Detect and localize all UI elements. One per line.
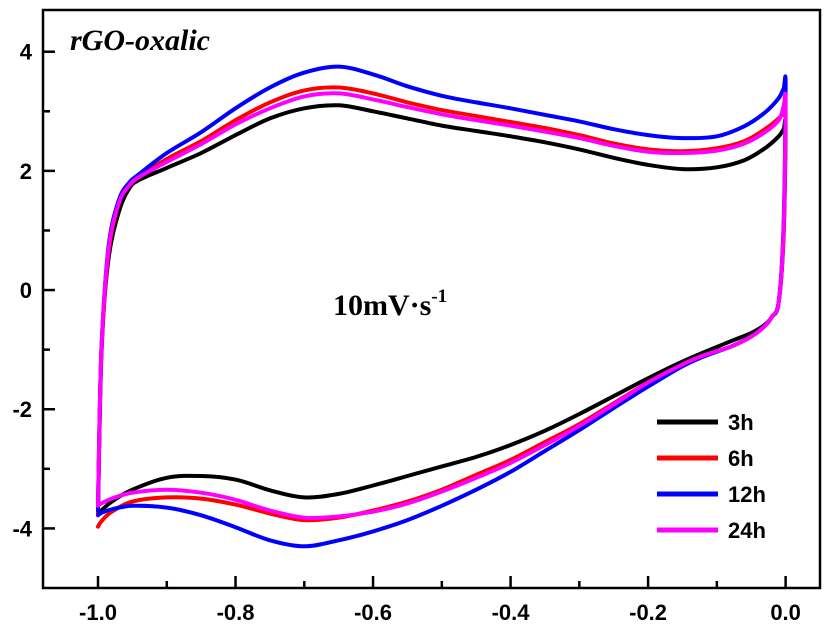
y-tick-labels: -4 -2 0 2 4 — [12, 40, 32, 542]
scan-rate-annotation: 10mV·s-1 — [333, 286, 447, 322]
legend-label-12h: 12h — [728, 482, 766, 507]
y-tick-label: 0 — [20, 278, 32, 303]
y-tick-label: -4 — [12, 516, 32, 541]
series-line-12h — [96, 64, 788, 549]
series-layer — [96, 64, 788, 549]
chart-title: rGO-oxalic — [70, 24, 210, 57]
x-tick-label: -0.8 — [217, 600, 255, 625]
x-tick-label: 0.0 — [770, 600, 801, 625]
legend-label-24h: 24h — [728, 518, 766, 543]
series-line-24h — [96, 91, 788, 521]
x-tick-label: -0.2 — [629, 600, 667, 625]
y-tick-label: 2 — [20, 159, 32, 184]
legend-label-3h: 3h — [728, 410, 754, 435]
series-line-3h — [96, 103, 788, 516]
x-tick-label: -0.6 — [354, 600, 392, 625]
scan-rate-text: 10mV·s — [333, 289, 431, 322]
y-tick-label: 4 — [20, 40, 33, 65]
x-tick-labels: -1.0 -0.8 -0.6 -0.4 -0.2 0.0 — [79, 600, 801, 625]
x-tick-label: -0.4 — [492, 600, 531, 625]
legend-label-6h: 6h — [728, 446, 754, 471]
x-tick-label: -1.0 — [79, 600, 117, 625]
scan-rate-superscript: -1 — [431, 286, 447, 307]
legend: 3h 6h 12h 24h — [657, 410, 766, 543]
plot-frame — [41, 8, 822, 590]
ticks-layer — [43, 50, 787, 588]
y-tick-label: -2 — [12, 397, 32, 422]
